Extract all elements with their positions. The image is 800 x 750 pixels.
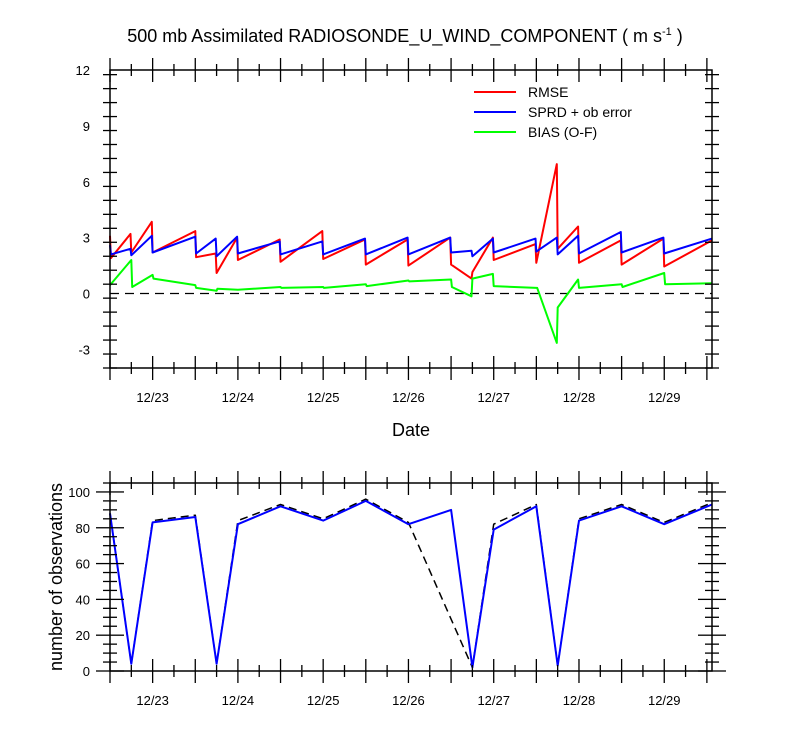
y-tick-label: 0 (83, 664, 90, 679)
y-tick-label: 6 (83, 175, 90, 190)
x-tick-label: 12/23 (136, 390, 169, 405)
x-tick-label: 12/28 (563, 390, 596, 405)
series-line-assimilated-observations (109, 499, 713, 669)
series-line-bias-o-f (109, 259, 713, 344)
legend-label-sprd: SPRD + ob error (528, 104, 632, 120)
top-plot-frame (109, 69, 713, 369)
series-line-sprd-ob-error (109, 231, 713, 258)
y-tick-label: 20 (76, 628, 90, 643)
y-tick-label: 9 (83, 119, 90, 134)
x-tick-label: 12/25 (307, 390, 340, 405)
y-tick-label: 0 (83, 287, 90, 302)
series-line-rmse (109, 163, 713, 280)
x-tick-label: 12/28 (563, 693, 596, 708)
y-tick-label: 3 (83, 231, 90, 246)
chart-title: 500 mb Assimilated RADIOSONDE_U_WIND_COM… (127, 26, 683, 47)
x-axis-label: Date (392, 420, 430, 440)
legend-label-bias: BIAS (O-F) (528, 124, 597, 140)
bottom-panel: 12/23 12/24 12/25 12/26 12/27 12/28 12/29 0 20 40… (46, 471, 726, 708)
x-tick-label: 12/27 (477, 693, 510, 708)
bottom-plot-frame (109, 482, 713, 672)
y-tick-label: 60 (76, 557, 90, 572)
x-tick-label: 12/26 (392, 693, 425, 708)
x-tick-label: 12/24 (222, 693, 255, 708)
y-tick-label: 100 (68, 485, 90, 500)
x-tick-label: 12/23 (136, 693, 169, 708)
x-tick-label: 12/25 (307, 693, 340, 708)
y-tick-label: 12 (76, 63, 90, 78)
x-tick-label: 12/26 (392, 390, 425, 405)
y-axis-label-observations: number of observations (46, 483, 66, 671)
y-tick-label: -3 (78, 342, 90, 357)
legend-label-rmse: RMSE (528, 84, 568, 100)
series-line-possible-observations (109, 498, 713, 669)
legend: RMSE SPRD + ob error BIAS (O-F) (474, 84, 632, 140)
top-panel: 12/23 12/24 12/25 12/26 12/27 12/28 12/29 -3 0 3 6… (76, 58, 719, 440)
x-tick-label: 12/29 (648, 390, 681, 405)
x-tick-label: 12/24 (222, 390, 255, 405)
y-tick-label: 40 (76, 592, 90, 607)
y-tick-label: 80 (76, 521, 90, 536)
x-tick-label: 12/29 (648, 693, 681, 708)
x-tick-label: 12/27 (477, 390, 510, 405)
